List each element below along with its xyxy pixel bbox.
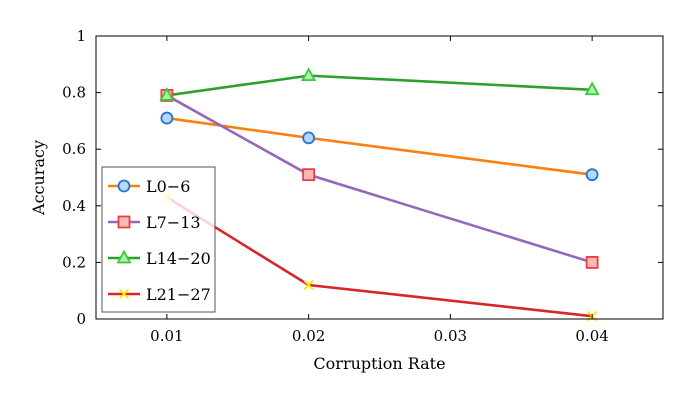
y-tick-label: 0.2: [62, 253, 86, 271]
legend: L0−6 L7−13 L14−20 L21−27: [101, 166, 216, 313]
series-line-0: [166, 116, 593, 176]
legend-marker: [116, 249, 132, 264]
y-tick-label: 0.6: [62, 140, 86, 158]
data-point: [160, 111, 174, 125]
x-axis-label: Corruption Rate: [313, 354, 445, 373]
data-point: [585, 255, 599, 269]
data-point: [302, 131, 316, 145]
y-tick-label: 1: [76, 27, 86, 45]
plot-frame: [95, 35, 664, 320]
series-lines: [166, 74, 593, 318]
legend-marker: [117, 179, 131, 193]
legend-label: L14−20: [146, 249, 211, 268]
data-point: [302, 168, 316, 182]
y-axis-label: Accuracy: [29, 140, 48, 216]
y-tick-label: 0.4: [62, 197, 86, 215]
y-tick-label: 0: [76, 310, 86, 328]
x-tick-label: 0.04: [575, 327, 608, 345]
legend-marker: [117, 215, 131, 229]
series-line-2: [166, 74, 593, 97]
x-tick-label: 0.03: [434, 327, 467, 345]
legend-marker: [118, 288, 130, 300]
legend-label: L0−6: [146, 177, 190, 196]
y-tick-label: 0.8: [62, 84, 86, 102]
data-point: [303, 279, 314, 291]
legend-label: L21−27: [146, 285, 211, 304]
data-point: [159, 87, 175, 101]
data-point: [584, 81, 600, 96]
x-tick-label: 0.01: [150, 327, 183, 345]
data-point: [301, 67, 317, 82]
axis-ticks: 0.01 0.02 0.03 0.04 0 0.2 0.4 0.6 0.8 1: [62, 27, 663, 345]
series-line-3: [166, 196, 593, 318]
x-tick-label: 0.02: [292, 327, 325, 345]
legend-label: L7−13: [146, 213, 201, 232]
series-markers: [159, 67, 600, 322]
data-point: [585, 168, 599, 182]
